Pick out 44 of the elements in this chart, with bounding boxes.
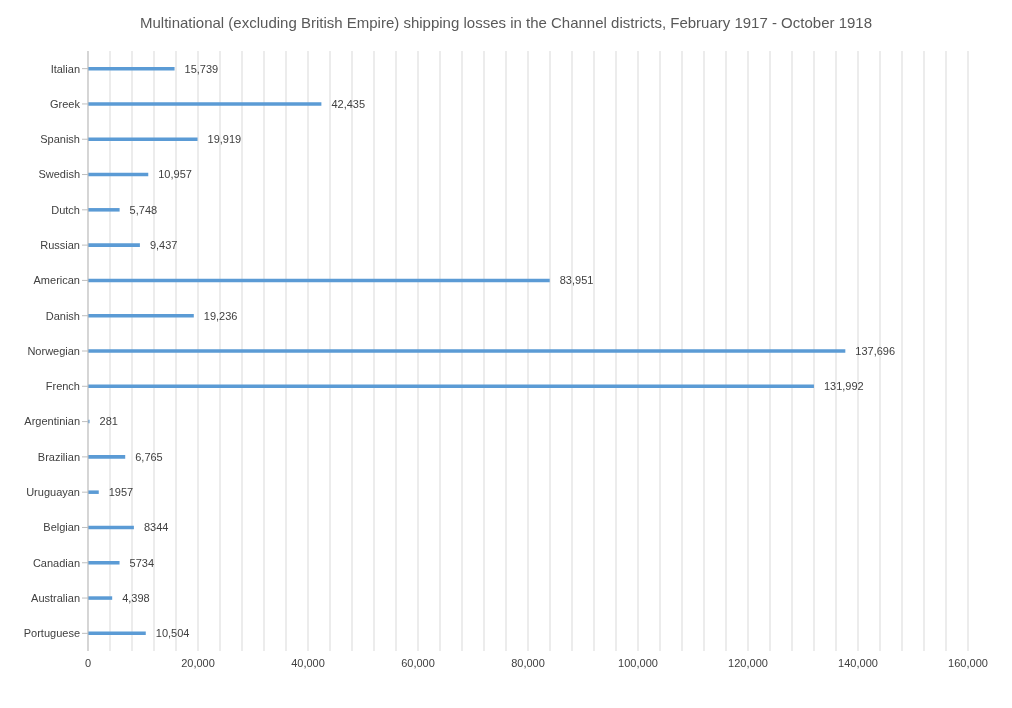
y-tick-label: Portuguese <box>23 627 80 640</box>
data-label: 4,398 <box>122 591 150 604</box>
x-tick-label: 160,000 <box>948 656 988 669</box>
data-label: 137,696 <box>855 344 896 357</box>
y-tick-label: Swedish <box>38 168 80 181</box>
data-label: 10,957 <box>158 168 192 181</box>
x-tick-label: 140,000 <box>838 656 878 669</box>
y-tick-label: Russian <box>40 239 80 252</box>
y-tick-label: American <box>33 274 80 287</box>
y-tick-label: Argentinian <box>24 415 80 428</box>
data-label: 15,739 <box>184 62 219 75</box>
y-tick-label: Australian <box>31 591 80 604</box>
data-label: 8344 <box>143 521 169 534</box>
data-label: 19,236 <box>203 309 238 322</box>
x-tick-label: 40,000 <box>291 656 325 669</box>
y-tick-label: Belgian <box>43 521 80 534</box>
x-tick-label: 100,000 <box>618 656 658 669</box>
data-label: 10,504 <box>155 627 190 640</box>
data-label: 83,951 <box>559 274 594 287</box>
data-label: 5,748 <box>129 203 158 216</box>
data-label: 42,435 <box>331 97 366 110</box>
y-tick-label: Italian <box>50 62 80 75</box>
x-tick-label: 60,000 <box>401 656 435 669</box>
y-tick-label: Dutch <box>51 203 80 216</box>
data-label: 6,765 <box>135 450 163 463</box>
y-tick-label: French <box>45 380 80 393</box>
data-label: 5734 <box>129 556 155 569</box>
data-label: 19,919 <box>207 133 242 146</box>
x-tick-label: 120,000 <box>728 656 768 669</box>
x-tick-label: 20,000 <box>181 656 215 669</box>
y-tick-label: Norwegian <box>27 344 80 357</box>
y-tick-label: Danish <box>45 309 80 322</box>
data-label: 281 <box>99 415 118 428</box>
y-tick-label: Uruguayan <box>26 486 80 499</box>
x-tick-label: 0 <box>84 656 92 669</box>
data-label: 9,437 <box>149 239 178 252</box>
data-label: 1957 <box>108 486 134 499</box>
data-label: 131,992 <box>823 380 864 393</box>
y-tick-label: Greek <box>50 97 81 110</box>
y-tick-label: Brazilian <box>37 450 80 463</box>
y-tick-label: Canadian <box>32 556 80 569</box>
x-tick-label: 80,000 <box>511 656 545 669</box>
chart-title: Multinational (excluding British Empire) shipping losses in the Channel districts, February 1917 - October 1918 <box>139 13 873 33</box>
y-tick-label: Spanish <box>40 133 80 146</box>
